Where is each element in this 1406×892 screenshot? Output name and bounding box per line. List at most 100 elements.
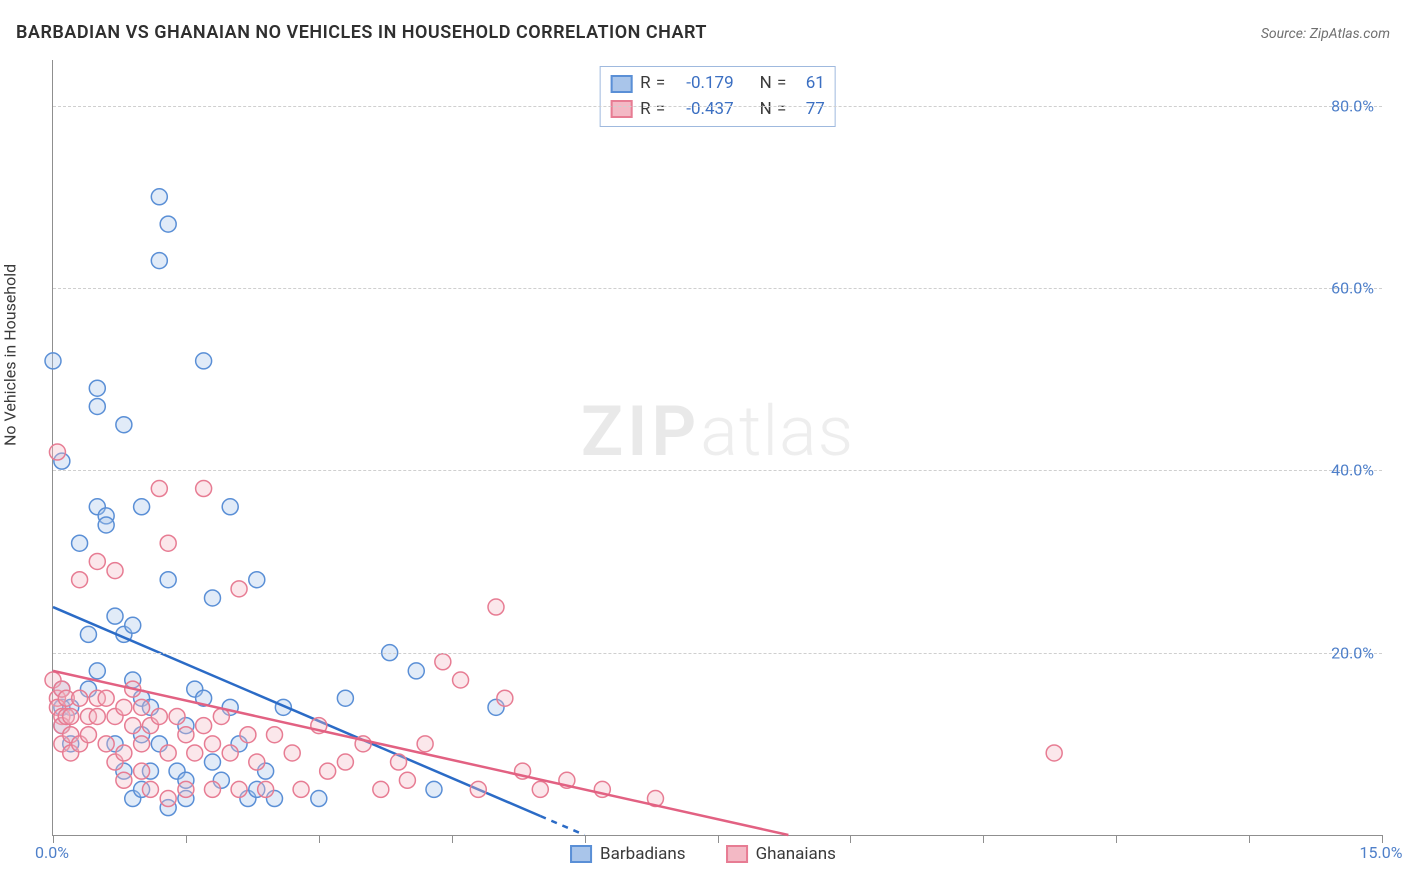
data-point-ghanaians — [231, 781, 247, 797]
data-point-barbadians — [337, 690, 353, 706]
data-point-barbadians — [89, 398, 105, 414]
data-point-ghanaians — [373, 781, 389, 797]
data-point-barbadians — [72, 535, 88, 551]
data-point-ghanaians — [151, 481, 167, 497]
x-tick — [452, 835, 453, 843]
data-point-ghanaians — [320, 763, 336, 779]
data-point-ghanaians — [196, 481, 212, 497]
data-point-ghanaians — [204, 781, 220, 797]
data-point-ghanaians — [240, 727, 256, 743]
data-point-barbadians — [116, 417, 132, 433]
x-tick — [585, 835, 586, 843]
stat-n-label: N = — [760, 97, 787, 123]
data-point-ghanaians — [169, 708, 185, 724]
data-point-ghanaians — [116, 745, 132, 761]
legend-item-ghanaians: Ghanaians — [726, 844, 836, 864]
gridline — [53, 106, 1382, 107]
stat-n-value-ghanaians: 77 — [795, 97, 825, 123]
data-point-ghanaians — [72, 572, 88, 588]
data-point-ghanaians — [134, 699, 150, 715]
gridline — [53, 653, 1382, 654]
data-point-barbadians — [311, 791, 327, 807]
chart-svg — [53, 60, 1382, 835]
gridline — [53, 288, 1382, 289]
data-point-barbadians — [204, 754, 220, 770]
data-point-ghanaians — [160, 745, 176, 761]
data-point-ghanaians — [258, 781, 274, 797]
x-tick-label: 0.0% — [35, 843, 69, 862]
y-axis-label: No Vehicles in Household — [1, 264, 20, 446]
data-point-barbadians — [80, 626, 96, 642]
data-point-barbadians — [408, 663, 424, 679]
data-point-barbadians — [134, 499, 150, 515]
data-point-ghanaians — [80, 727, 96, 743]
data-point-barbadians — [426, 781, 442, 797]
legend-label-barbadians: Barbadians — [600, 844, 686, 864]
x-tick — [983, 835, 984, 843]
data-point-barbadians — [107, 608, 123, 624]
x-tick — [186, 835, 187, 843]
legend-swatch-ghanaians — [726, 845, 748, 863]
data-point-ghanaians — [249, 754, 265, 770]
data-point-ghanaians — [116, 772, 132, 788]
data-point-ghanaians — [98, 690, 114, 706]
x-tick — [1249, 835, 1250, 843]
data-point-barbadians — [249, 572, 265, 588]
stat-r-label: R = — [640, 71, 666, 97]
data-point-ghanaians — [89, 708, 105, 724]
legend: Barbadians Ghanaians — [570, 844, 836, 864]
data-point-ghanaians — [178, 781, 194, 797]
x-tick — [1116, 835, 1117, 843]
data-point-ghanaians — [284, 745, 300, 761]
data-point-ghanaians — [222, 745, 238, 761]
data-point-ghanaians — [178, 727, 194, 743]
data-point-ghanaians — [391, 754, 407, 770]
data-point-barbadians — [151, 253, 167, 269]
data-point-ghanaians — [134, 736, 150, 752]
stat-r-value-barbadians: -0.179 — [674, 71, 734, 97]
x-tick — [850, 835, 851, 843]
data-point-barbadians — [125, 617, 141, 633]
data-point-ghanaians — [435, 654, 451, 670]
data-point-barbadians — [160, 572, 176, 588]
data-point-ghanaians — [89, 553, 105, 569]
data-point-barbadians — [160, 216, 176, 232]
data-point-ghanaians — [488, 599, 504, 615]
data-point-ghanaians — [125, 718, 141, 734]
data-point-ghanaians — [196, 718, 212, 734]
stat-swatch-ghanaians — [610, 100, 632, 118]
data-point-ghanaians — [204, 736, 220, 752]
data-point-barbadians — [222, 499, 238, 515]
data-point-ghanaians — [63, 708, 79, 724]
stat-row-barbadians: R =-0.179N =61 — [610, 71, 825, 97]
data-point-ghanaians — [417, 736, 433, 752]
stat-row-ghanaians: R = -0.437 N = 77 — [610, 97, 825, 123]
data-point-ghanaians — [267, 727, 283, 743]
data-point-ghanaians — [399, 772, 415, 788]
data-point-ghanaians — [160, 535, 176, 551]
data-point-barbadians — [151, 189, 167, 205]
stat-r-label: R = — [640, 97, 666, 123]
data-point-barbadians — [98, 517, 114, 533]
data-point-ghanaians — [231, 581, 247, 597]
y-tick-label: 40.0% — [1331, 461, 1374, 480]
data-point-barbadians — [196, 353, 212, 369]
chart-title: BARBADIAN VS GHANAIAN NO VEHICLES IN HOU… — [16, 22, 707, 43]
stat-box: R = -0.179 N = 61R = -0.437 N = 77 — [599, 66, 836, 127]
data-point-ghanaians — [151, 708, 167, 724]
data-point-ghanaians — [532, 781, 548, 797]
legend-item-barbadians: Barbadians — [570, 844, 686, 864]
stat-n-value-barbadians: 61 — [795, 71, 825, 97]
y-tick-label: 60.0% — [1331, 278, 1374, 297]
x-tick — [319, 835, 320, 843]
data-point-barbadians — [89, 380, 105, 396]
data-point-ghanaians — [1046, 745, 1062, 761]
data-point-ghanaians — [49, 444, 65, 460]
stat-r-value-ghanaians: -0.437 — [674, 97, 734, 123]
data-point-ghanaians — [134, 763, 150, 779]
data-point-barbadians — [204, 590, 220, 606]
x-tick — [718, 835, 719, 843]
x-tick-label: 15.0% — [1360, 843, 1403, 862]
data-point-ghanaians — [98, 736, 114, 752]
data-point-ghanaians — [142, 781, 158, 797]
